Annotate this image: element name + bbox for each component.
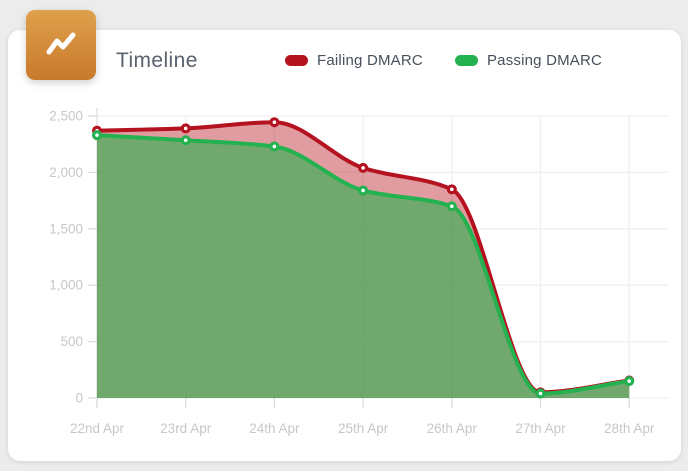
x-axis-label: 27th Apr xyxy=(515,421,566,436)
y-axis-label: 2,000 xyxy=(49,165,83,180)
data-point-center xyxy=(272,120,277,125)
y-axis-label: 1,000 xyxy=(49,278,83,293)
card-header: Timeline Failing DMARC Passing DMARC xyxy=(8,30,681,100)
data-point-center xyxy=(183,126,188,131)
data-point-center xyxy=(450,204,454,209)
legend-item-failing-dmarc[interactable]: Failing DMARC xyxy=(285,52,423,69)
data-point-center xyxy=(538,391,543,396)
area-fill-passing-dmarc xyxy=(97,135,630,398)
data-point-center xyxy=(95,133,99,137)
chart-legend: Failing DMARC Passing DMARC xyxy=(285,52,602,69)
timeline-card: Timeline Failing DMARC Passing DMARC 0 50… xyxy=(8,30,681,461)
x-axis-label: 24th Apr xyxy=(249,421,300,436)
data-point-center xyxy=(272,144,277,149)
passing-dmarc-swatch xyxy=(454,55,478,66)
y-axis-label: 500 xyxy=(60,334,83,349)
legend-label: Failing DMARC xyxy=(317,52,423,69)
timeline-card-badge xyxy=(26,10,96,80)
legend-label: Passing DMARC xyxy=(486,52,603,69)
data-point-center xyxy=(627,379,631,383)
x-axis-label: 23rd Apr xyxy=(160,421,212,436)
y-axis-label: 0 xyxy=(75,391,83,406)
legend-item-passing-dmarc[interactable]: Passing DMARC xyxy=(454,52,603,69)
x-axis-label: 22nd Apr xyxy=(70,421,125,436)
failing-dmarc-swatch xyxy=(285,55,308,66)
y-axis-label: 2,500 xyxy=(49,109,83,124)
timeline-area-chart[interactable]: 0 500 1,000 1,500 2,000 2,500 22nd Apr 23rd Apr… xyxy=(8,30,681,461)
x-axis-label: 25th Apr xyxy=(338,421,389,436)
data-point-center xyxy=(361,166,365,170)
x-axis-label: 28th Apr xyxy=(604,421,655,436)
data-point-center xyxy=(450,187,454,192)
trend-line-icon xyxy=(46,32,76,55)
data-point-center xyxy=(361,188,365,193)
card-title: Timeline xyxy=(116,49,198,72)
x-axis-label: 26th Apr xyxy=(427,421,478,436)
data-point-center xyxy=(183,138,188,143)
y-axis-label: 1,500 xyxy=(49,221,83,236)
